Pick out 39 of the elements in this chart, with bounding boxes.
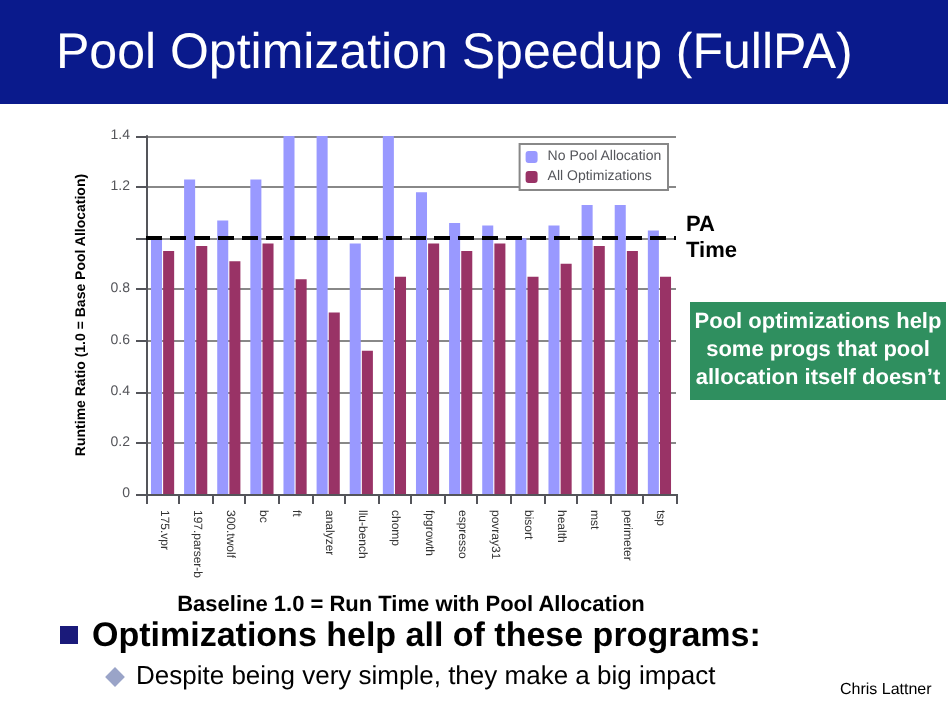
bar bbox=[262, 243, 274, 494]
text: Despite being very simple, they make a big impact bbox=[136, 660, 716, 690]
bar bbox=[647, 230, 659, 494]
bar bbox=[494, 243, 506, 494]
text: Chris Lattner bbox=[840, 680, 932, 698]
bar bbox=[361, 350, 373, 494]
bar bbox=[316, 136, 328, 494]
bar bbox=[614, 205, 626, 494]
bar bbox=[163, 251, 175, 494]
bar bbox=[560, 263, 572, 494]
bar bbox=[184, 179, 196, 494]
bar bbox=[548, 225, 560, 494]
text: Optimizations help all of these programs: bbox=[92, 616, 761, 656]
bar bbox=[593, 245, 605, 494]
bar bbox=[250, 179, 262, 494]
bar bbox=[283, 136, 295, 494]
ref-line-label: PA Time bbox=[686, 213, 737, 264]
bar bbox=[461, 251, 473, 494]
text: Pool optimizations help some progs that pool allocation itself doesn’t bbox=[688, 300, 948, 403]
bar bbox=[482, 225, 494, 494]
bar bbox=[150, 238, 163, 494]
chart-title: Pool Optimization Speedup (FullPA) bbox=[56, 24, 853, 82]
x-axis-title: Baseline 1.0 = Run Time with Pool Allocation bbox=[177, 592, 646, 617]
bar bbox=[626, 251, 638, 494]
bar bbox=[428, 243, 440, 494]
bar bbox=[527, 276, 539, 494]
bar bbox=[217, 220, 229, 494]
bar bbox=[382, 136, 394, 494]
bar bbox=[515, 238, 527, 494]
bar bbox=[295, 279, 307, 494]
bar bbox=[328, 312, 340, 494]
bar bbox=[449, 222, 461, 494]
bar bbox=[349, 243, 361, 494]
bar bbox=[415, 192, 428, 494]
bar bbox=[229, 261, 241, 494]
bar bbox=[659, 276, 672, 494]
bar bbox=[196, 245, 208, 494]
bar bbox=[394, 276, 407, 494]
bar bbox=[581, 205, 593, 494]
